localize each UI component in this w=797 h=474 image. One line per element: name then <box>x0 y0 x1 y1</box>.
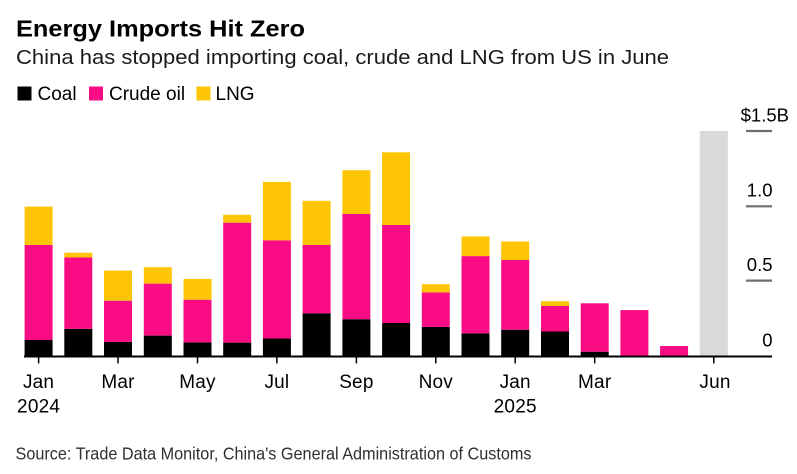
svg-text:0: 0 <box>762 329 772 350</box>
svg-text:Mar: Mar <box>101 372 135 393</box>
svg-text:May: May <box>179 372 216 393</box>
svg-text:0.5: 0.5 <box>747 254 773 275</box>
svg-text:Mar: Mar <box>578 372 612 393</box>
svg-text:Source: Trade Data Monitor, Ch: Source: Trade Data Monitor, China's Gene… <box>16 443 532 463</box>
svg-text:Jun: Jun <box>699 372 730 393</box>
svg-text:Crude oil: Crude oil <box>109 84 185 105</box>
svg-text:$1.5B: $1.5B <box>741 105 789 126</box>
svg-text:2024: 2024 <box>17 396 60 417</box>
svg-text:Coal: Coal <box>38 84 77 105</box>
svg-text:Nov: Nov <box>419 372 454 393</box>
svg-text:China has stopped importing co: China has stopped importing coal, crude … <box>16 46 669 69</box>
svg-text:LNG: LNG <box>216 84 255 105</box>
svg-text:Energy Imports Hit Zero: Energy Imports Hit Zero <box>16 16 305 42</box>
svg-text:Jul: Jul <box>264 372 289 393</box>
svg-text:2025: 2025 <box>494 396 537 417</box>
svg-text:Jan: Jan <box>23 372 54 393</box>
svg-text:Sep: Sep <box>339 372 373 393</box>
svg-text:Jan: Jan <box>500 372 531 393</box>
svg-text:1.0: 1.0 <box>747 179 773 200</box>
